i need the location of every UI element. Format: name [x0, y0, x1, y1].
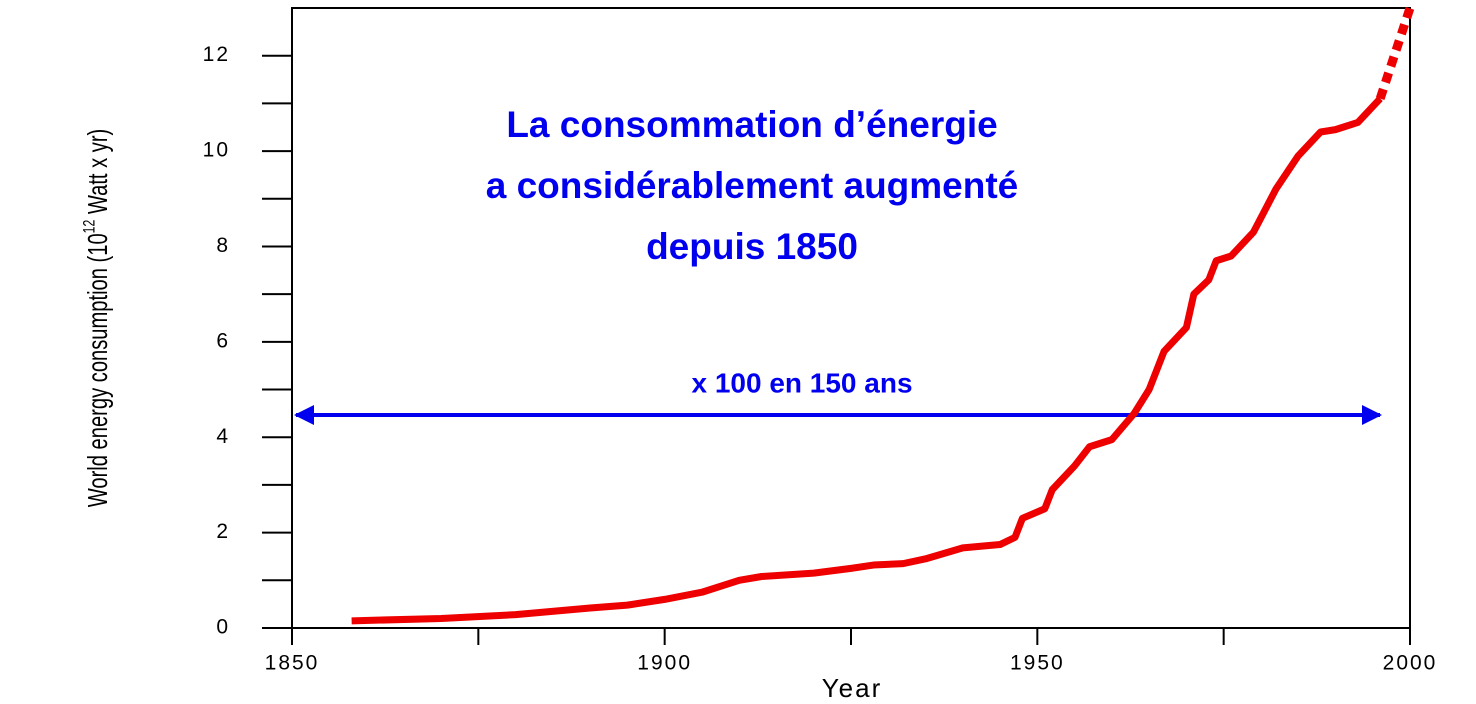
y-tick-label: 6: [216, 329, 230, 352]
y-axis-label: World energy consumption (1012 Watt x yr…: [81, 129, 115, 508]
annotation: a considérablement augmenté: [486, 165, 1019, 206]
x-tick-label: 1950: [1010, 652, 1065, 675]
data-line: [351, 96, 1383, 625]
annotation: depuis 1850: [646, 226, 858, 267]
y-label-sup: 12: [81, 220, 99, 234]
x-axis-label: Year: [822, 673, 883, 703]
y-label-text: Watt x yr): [83, 129, 114, 220]
x-tick-label: 1850: [265, 652, 320, 675]
arrow-label: x 100 en 150 ans: [691, 367, 912, 398]
y-tick-label: 0: [216, 616, 230, 639]
plot-frame: [291, 7, 1411, 629]
y-tick-label: 4: [216, 425, 230, 448]
axes: [291, 7, 1411, 629]
y-tick-label: 2: [216, 520, 230, 543]
data-line: [1375, 6, 1415, 101]
y-label-text: World energy consumption (10: [83, 233, 114, 507]
y-tick-label: 8: [216, 234, 230, 257]
x-tick-label: 2000: [1383, 652, 1438, 675]
y-tick-label: 10: [203, 139, 230, 162]
y-tick-label: 12: [203, 43, 230, 66]
x-tick-label: 1900: [637, 652, 692, 675]
annotation: La consommation d’énergie: [506, 104, 997, 145]
